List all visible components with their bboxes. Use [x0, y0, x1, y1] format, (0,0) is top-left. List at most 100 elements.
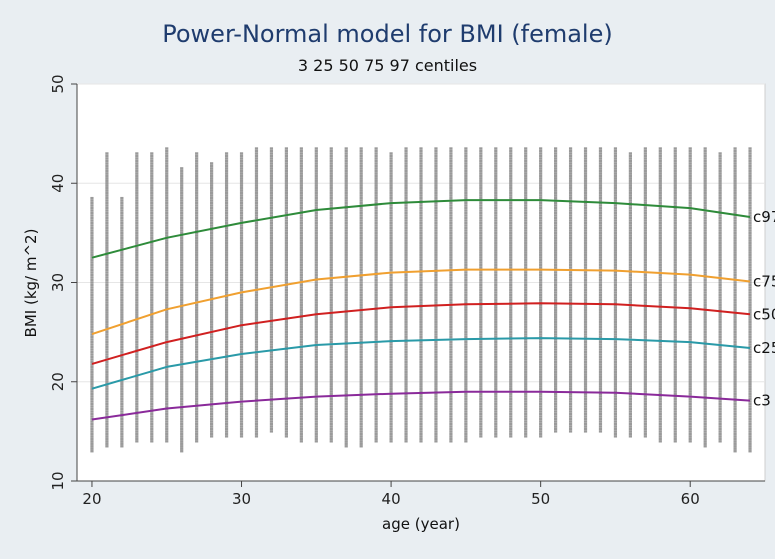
scatter-point — [494, 182, 498, 185]
scatter-point — [254, 375, 259, 378]
scatter-point — [464, 291, 468, 294]
scatter-point — [404, 373, 408, 376]
scatter-point — [329, 303, 333, 307]
scatter-point — [150, 323, 154, 326]
scatter-point — [583, 400, 588, 403]
scatter-point — [703, 187, 707, 190]
scatter-point — [404, 159, 408, 163]
scatter-point — [389, 293, 393, 297]
scatter-point — [359, 281, 363, 284]
scatter-point — [254, 244, 259, 247]
scatter-point — [329, 231, 333, 235]
scatter-point — [314, 311, 318, 314]
scatter-point — [284, 157, 288, 160]
scatter-point — [135, 363, 139, 366]
scatter-point — [494, 147, 498, 150]
scatter-point — [359, 149, 363, 153]
scatter-point — [568, 194, 573, 197]
scatter-point — [658, 254, 662, 257]
scatter-point — [658, 201, 662, 205]
scatter-point — [494, 221, 498, 225]
scatter-point — [554, 273, 558, 277]
scatter-point — [494, 420, 498, 423]
scatter-point — [314, 405, 318, 408]
scatter-point — [105, 214, 109, 217]
scatter-point — [479, 392, 483, 396]
scatter-point — [539, 370, 543, 374]
scatter-point — [254, 430, 259, 433]
scatter-point — [210, 261, 214, 264]
scatter-point — [314, 154, 318, 158]
scatter-point — [389, 385, 393, 388]
scatter-point — [524, 249, 528, 252]
scatter-point — [539, 239, 543, 242]
scatter-point — [195, 291, 199, 294]
scatter-point — [165, 187, 169, 190]
scatter-point — [150, 340, 154, 344]
scatter-point — [494, 293, 498, 297]
scatter-point — [449, 405, 453, 408]
scatter-point — [479, 318, 483, 321]
scatter-point — [583, 281, 588, 284]
scatter-point — [673, 328, 677, 331]
scatter-point — [165, 293, 169, 297]
scatter-point — [90, 365, 94, 369]
scatter-point — [195, 422, 199, 426]
scatter-point — [314, 179, 318, 182]
scatter-point — [643, 318, 647, 321]
scatter-point — [254, 196, 259, 200]
scatter-point — [688, 219, 692, 222]
scatter-point — [269, 378, 274, 381]
scatter-point — [554, 174, 558, 178]
scatter-point — [703, 333, 707, 336]
scatter-point — [643, 214, 647, 217]
scatter-point — [374, 318, 378, 321]
scatter-point — [329, 435, 333, 438]
scatter-point — [135, 241, 139, 244]
scatter-point — [165, 311, 169, 314]
scatter-point — [389, 301, 393, 304]
scatter-point — [449, 306, 453, 309]
scatter-point — [284, 383, 288, 386]
scatter-point — [284, 412, 288, 416]
scatter-point — [539, 397, 543, 401]
scatter-point — [419, 321, 423, 324]
scatter-point — [314, 273, 318, 277]
scatter-point — [299, 407, 303, 411]
scatter-point — [374, 174, 378, 178]
scatter-point — [449, 194, 453, 197]
scatter-point — [195, 303, 199, 307]
scatter-point — [150, 219, 154, 222]
scatter-point — [374, 303, 378, 307]
scatter-point — [374, 288, 378, 292]
scatter-point — [703, 301, 707, 304]
scatter-point — [105, 318, 109, 321]
scatter-point — [509, 370, 513, 374]
scatter-point — [404, 395, 408, 398]
scatter-point — [165, 325, 169, 329]
scatter-point — [299, 430, 303, 433]
scatter-point — [404, 157, 408, 160]
scatter-point — [554, 293, 558, 297]
scatter-point — [135, 266, 139, 269]
scatter-point — [434, 187, 438, 190]
scatter-point — [105, 258, 109, 262]
scatter-point — [718, 373, 722, 376]
scatter-point — [314, 169, 318, 173]
scatter-point — [314, 214, 318, 217]
scatter-point — [195, 241, 199, 244]
scatter-point — [479, 244, 483, 247]
scatter-point — [254, 365, 259, 369]
scatter-point — [628, 427, 632, 431]
scatter-point — [524, 221, 528, 225]
scatter-point — [254, 328, 259, 331]
scatter-point — [210, 313, 214, 316]
scatter-point — [90, 355, 94, 359]
scatter-point — [419, 199, 423, 202]
scatter-point — [389, 338, 393, 341]
scatter-point — [449, 298, 453, 302]
scatter-point — [509, 256, 513, 259]
scatter-point — [568, 174, 573, 178]
scatter-point — [329, 345, 333, 349]
scatter-point — [165, 422, 169, 426]
